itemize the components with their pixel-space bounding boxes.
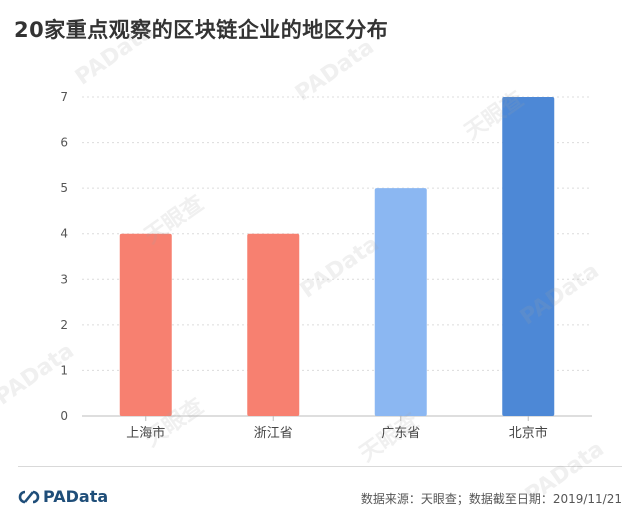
data-source: 数据来源：天眼查；数据截至日期：2019/11/21 xyxy=(360,492,622,506)
x-tick-label: 浙江省 xyxy=(254,426,293,441)
bar-chart: 0 1 2 3 4 5 6 7 上海市 浙江省 广东省 北京市 xyxy=(60,90,592,441)
footer-divider xyxy=(18,466,622,467)
chart-title: 20家重点观察的区块链企业的地区分布 xyxy=(14,18,389,42)
bar xyxy=(374,188,427,416)
x-tick-label: 上海市 xyxy=(126,425,165,441)
bar xyxy=(502,97,555,416)
x-tick-label: 北京市 xyxy=(509,425,548,441)
padata-logo-icon xyxy=(18,490,40,503)
y-tick-label: 2 xyxy=(60,318,68,332)
y-tick-label: 7 xyxy=(60,90,68,104)
y-tick-label: 0 xyxy=(60,409,68,423)
bar xyxy=(119,233,172,416)
x-tick-label: 广东省 xyxy=(381,426,420,441)
y-tick-label: 4 xyxy=(60,227,68,241)
y-tick-label: 5 xyxy=(60,181,68,195)
y-tick-label: 6 xyxy=(60,136,68,150)
footer-brand: PAData xyxy=(18,487,108,506)
bar xyxy=(247,233,300,416)
y-tick-label: 1 xyxy=(60,363,68,377)
y-tick-label: 3 xyxy=(60,272,68,286)
brand-name: PAData xyxy=(43,487,109,506)
